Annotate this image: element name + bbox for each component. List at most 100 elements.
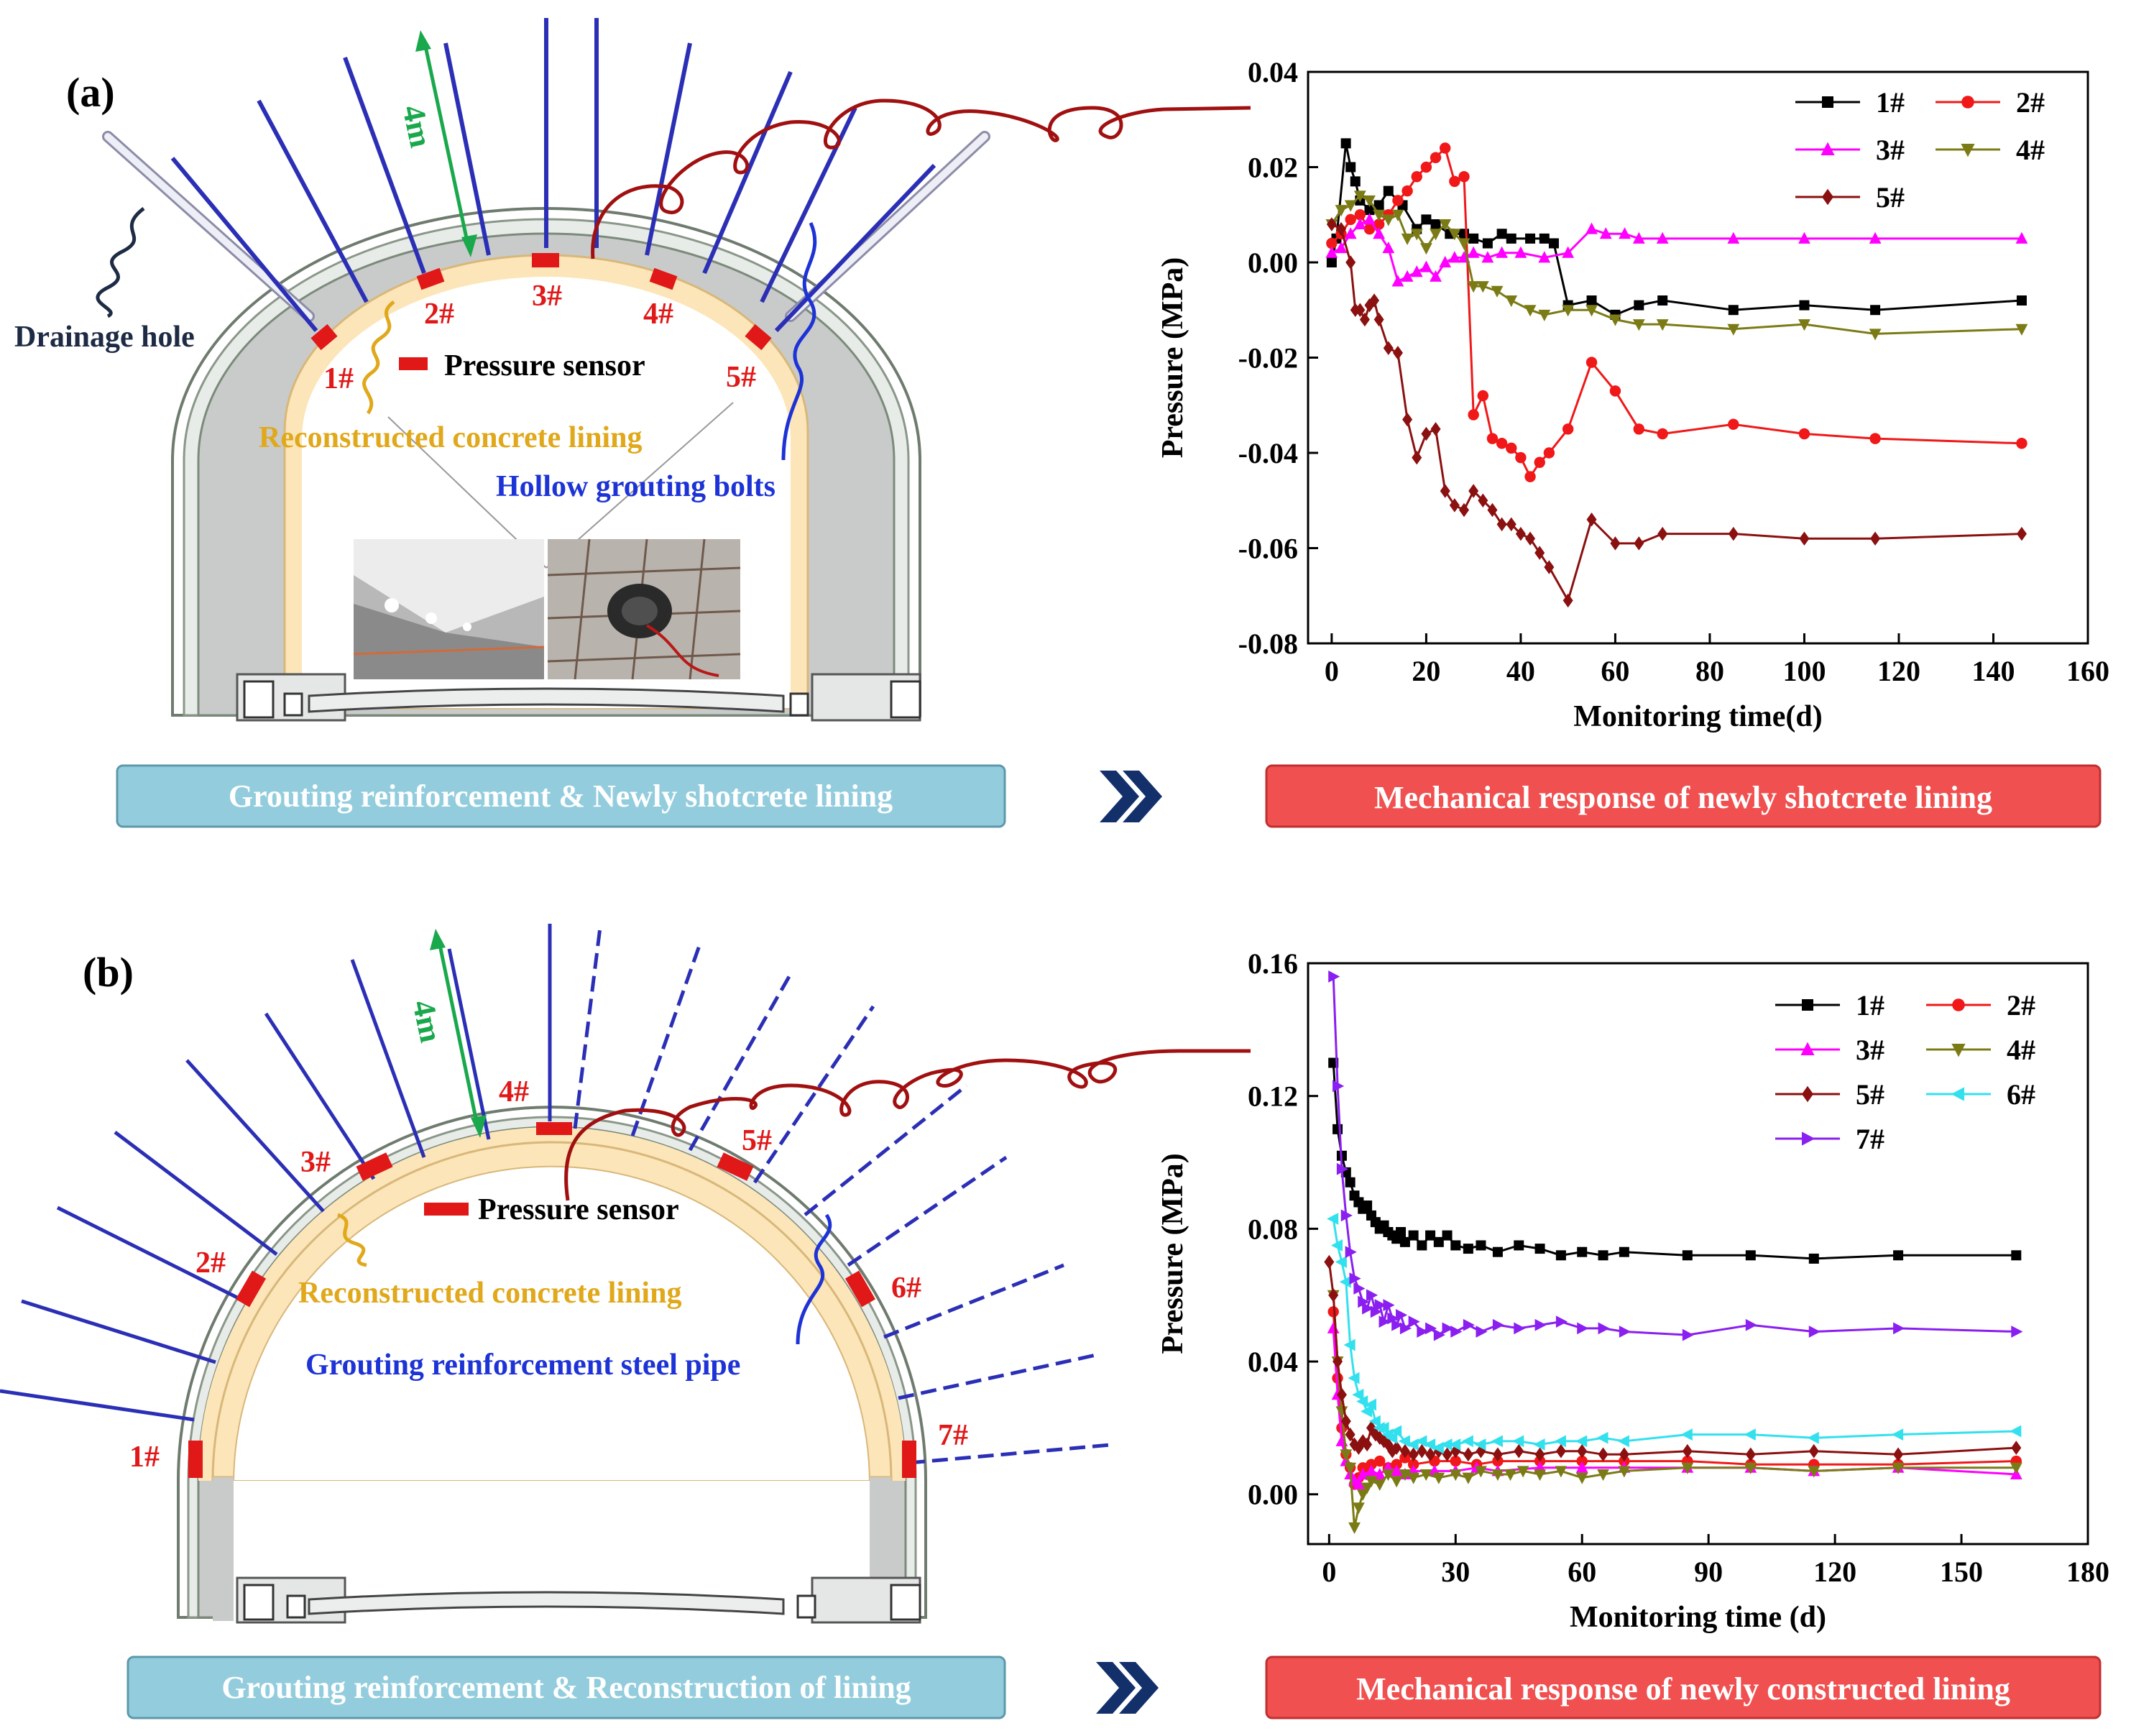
legend-marker — [1951, 1044, 1966, 1057]
data-point — [1449, 175, 1460, 188]
length-dimension-b: 4m — [405, 929, 487, 1138]
data-point — [1348, 1522, 1361, 1535]
data-point — [1634, 300, 1644, 311]
data-point — [1633, 423, 1645, 435]
data-point — [1799, 531, 1810, 546]
x-tick-label: 80 — [1695, 655, 1724, 687]
drainage-hole-label: Drainage hole — [14, 321, 195, 354]
y-tick-label: -0.06 — [1238, 533, 1298, 565]
data-point — [1417, 1240, 1427, 1251]
data-point — [1352, 1477, 1365, 1489]
data-point — [1362, 1302, 1374, 1315]
data-point — [1891, 1428, 1904, 1441]
lining-label-b: Reconstructed concrete lining — [298, 1277, 681, 1310]
legend-marker — [1821, 142, 1835, 155]
data-point — [1798, 319, 1810, 331]
data-point — [1439, 255, 1452, 267]
data-point — [1373, 200, 1384, 211]
legend-label: 3# — [1876, 134, 1905, 166]
banner-row-b: Grouting reinforcement & Reconstruction … — [126, 1655, 2102, 1719]
grouting-steel-pipes-left — [0, 924, 552, 1422]
legend-label: 7# — [1856, 1123, 1884, 1155]
data-point — [1399, 1469, 1412, 1482]
data-point — [1534, 1244, 1545, 1254]
data-point — [1363, 213, 1376, 225]
data-point — [1362, 1437, 1373, 1452]
sensor-label-a-4: 4# — [643, 298, 673, 331]
data-point — [1514, 1240, 1524, 1251]
data-point — [1486, 433, 1499, 444]
data-point — [1807, 1431, 1819, 1444]
data-point — [1353, 1282, 1366, 1295]
data-point — [1392, 195, 1404, 206]
grouting-steel-pipes-right — [573, 927, 1111, 1465]
data-point — [1682, 1250, 1693, 1261]
data-point — [1609, 385, 1621, 397]
legend: 1# 2# 3# 4# 5# — [1795, 86, 2045, 213]
data-point — [1345, 255, 1356, 270]
legend-label: 2# — [2016, 86, 2045, 119]
data-point — [1491, 285, 1504, 298]
data-point — [1682, 1328, 1694, 1341]
data-point — [1386, 1431, 1398, 1444]
data-point — [1808, 1326, 1821, 1338]
drainage-spring-icon — [96, 207, 145, 318]
data-point — [1390, 1425, 1402, 1438]
data-point — [1728, 526, 1739, 541]
data-point — [1870, 305, 1881, 316]
data-point — [1680, 1428, 1693, 1441]
data-point — [1442, 1230, 1453, 1241]
data-point — [1487, 502, 1498, 518]
data-point — [1548, 238, 1559, 249]
data-point — [1402, 412, 1413, 427]
response-banner-b — [1265, 1655, 2102, 1719]
site-photo-tunnel — [353, 539, 545, 679]
panel-a-label: (a) — [66, 69, 115, 116]
x-tick-label: 20 — [1412, 655, 1440, 687]
x-tick-label: 0 — [1322, 1556, 1336, 1588]
data-point — [1512, 1435, 1524, 1448]
x-tick-label: 30 — [1441, 1556, 1470, 1588]
data-point — [1328, 970, 1340, 983]
data-point — [1345, 162, 1356, 173]
data-point — [1597, 1469, 1609, 1482]
data-point — [1408, 1230, 1419, 1241]
data-point — [1333, 1080, 1345, 1093]
data-point — [1356, 1489, 1369, 1501]
data-point — [1390, 1476, 1403, 1488]
data-point — [1326, 257, 1337, 267]
data-point — [1339, 1275, 1351, 1288]
data-point — [1682, 1443, 1693, 1459]
data-point — [1476, 1240, 1486, 1251]
data-point — [1359, 312, 1370, 327]
series-line — [1330, 194, 2022, 335]
data-point — [1576, 1455, 1588, 1467]
x-tick-label: 100 — [1782, 655, 1826, 687]
length-dimension-a: 4m — [395, 30, 477, 257]
data-point — [1585, 305, 1598, 317]
data-point — [1420, 161, 1432, 173]
data-point — [1634, 536, 1644, 551]
data-point — [1328, 1287, 1339, 1303]
data-point — [1419, 260, 1432, 272]
data-point — [1363, 195, 1376, 207]
data-point — [1534, 1318, 1547, 1331]
data-point — [1577, 1246, 1588, 1257]
sensor-ids-b: 1# 2# 3# 4# 5# 6# 7# — [129, 1075, 968, 1474]
data-point — [1361, 1405, 1373, 1418]
y-tick-label: 0.16 — [1248, 947, 1298, 980]
data-point — [1382, 242, 1395, 254]
data-point — [1491, 1469, 1504, 1482]
data-point — [1343, 1338, 1356, 1351]
data-point — [1350, 176, 1361, 187]
data-point — [1458, 171, 1470, 183]
data-point — [1410, 229, 1423, 241]
data-point — [1442, 1447, 1453, 1462]
process-banner-b — [126, 1655, 1006, 1719]
chevron-right-icon — [1096, 1662, 1159, 1714]
data-point — [2015, 231, 2028, 244]
x-tick-label: 90 — [1694, 1556, 1723, 1588]
response-banner-a — [1265, 764, 2102, 828]
data-point — [1411, 171, 1422, 183]
